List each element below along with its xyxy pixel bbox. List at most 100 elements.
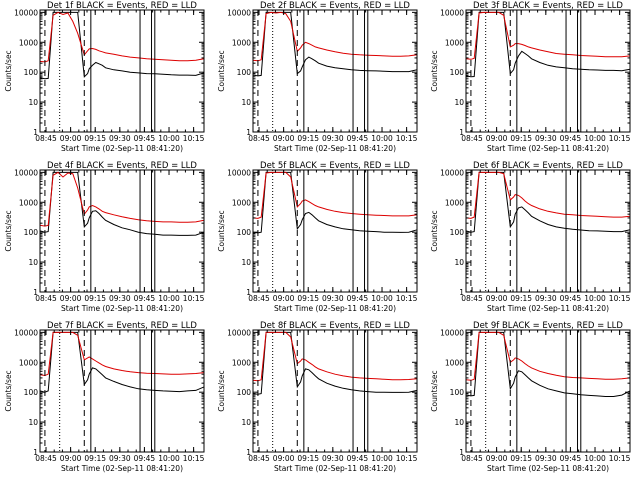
y-tick-label: 10 (454, 258, 464, 267)
x-tick-label: 09:15 (84, 134, 106, 143)
y-axis-label: Counts/sec (430, 210, 439, 251)
plot-panel-1: 1 10 100 1000 10000 08:45 09:00 09:15 09:30 09:45… (4, 1, 205, 153)
x-tick-label: 09:30 (322, 454, 344, 463)
plot-panel-2: 1 10 100 1000 10000 08:45 09:00 09:15 09:30 09:45… (217, 1, 418, 153)
panel-title: Det 5f BLACK = Events, RED = LLD (260, 161, 410, 171)
y-tick-label: 1 (246, 128, 251, 137)
x-tick-label: 09:45 (134, 454, 156, 463)
events-series-line (465, 11, 631, 78)
x-tick-label: 09:15 (84, 454, 106, 463)
x-tick-label: 08:45 (248, 134, 270, 143)
x-tick-label: 09:15 (84, 294, 106, 303)
y-tick-label: 1000 (19, 358, 38, 367)
x-tick-label: 08:45 (461, 134, 483, 143)
events-series-line (252, 11, 418, 77)
y-tick-label: 100 (450, 388, 465, 397)
y-tick-label: 10000 (14, 8, 38, 17)
plot-panel-5: 1 10 100 1000 10000 08:45 09:00 09:15 09:30 09:45… (217, 161, 418, 313)
y-tick-label: 100 (450, 68, 465, 77)
x-tick-label: 09:00 (60, 134, 82, 143)
y-tick-label: 10000 (14, 328, 38, 337)
x-tick-label: 08:45 (461, 454, 483, 463)
x-tick-label: 09:30 (322, 294, 344, 303)
plot-frame (465, 329, 631, 453)
panel-title: Det 9f BLACK = Events, RED = LLD (473, 321, 623, 331)
x-tick-label: 09:30 (322, 134, 344, 143)
x-tick-label: 10:00 (158, 294, 180, 303)
x-tick-label: 09:00 (486, 294, 508, 303)
x-tick-label: 09:15 (297, 294, 319, 303)
y-tick-label: 1 (33, 448, 38, 457)
x-tick-label: 09:45 (347, 134, 369, 143)
lld-series-line (39, 171, 205, 227)
y-tick-label: 10 (241, 98, 251, 107)
y-tick-label: 10000 (14, 168, 38, 177)
x-tick-label: 09:30 (109, 294, 131, 303)
y-tick-label: 1000 (19, 38, 38, 47)
x-axis-label: Start Time (02-Sep-11 08:41:20) (274, 304, 396, 313)
y-axis-label: Counts/sec (4, 370, 13, 411)
y-tick-label: 1 (246, 288, 251, 297)
plot-panel-4: 1 10 100 1000 10000 08:45 09:00 09:15 09:30 09:45… (4, 161, 205, 313)
y-tick-label: 1000 (232, 358, 251, 367)
x-tick-label: 08:45 (35, 134, 57, 143)
x-tick-label: 09:15 (297, 454, 319, 463)
plot-frame (465, 169, 631, 293)
panel-title: Det 7f BLACK = Events, RED = LLD (47, 321, 197, 331)
y-tick-label: 1 (459, 128, 464, 137)
x-tick-label: 09:00 (273, 294, 295, 303)
y-tick-label: 1 (33, 128, 38, 137)
y-tick-label: 10000 (227, 168, 251, 177)
lld-series-line (465, 171, 631, 219)
x-tick-label: 09:00 (273, 134, 295, 143)
y-tick-label: 100 (24, 388, 39, 397)
x-tick-label: 09:15 (510, 454, 532, 463)
y-tick-label: 100 (24, 68, 39, 77)
y-tick-label: 100 (237, 388, 252, 397)
y-tick-label: 1000 (445, 38, 464, 47)
y-tick-label: 10000 (440, 8, 464, 17)
x-tick-label: 09:45 (134, 134, 156, 143)
y-tick-label: 10 (28, 418, 38, 427)
events-series-line (39, 171, 205, 236)
x-tick-label: 10:15 (183, 134, 205, 143)
y-tick-label: 10 (28, 98, 38, 107)
plot-panel-8: 1 10 100 1000 10000 08:45 09:00 09:15 09:30 09:45… (217, 321, 418, 473)
y-axis-label: Counts/sec (4, 210, 13, 251)
y-tick-label: 1000 (232, 198, 251, 207)
x-tick-label: 08:45 (35, 454, 57, 463)
plot-frame (39, 169, 205, 293)
panel-title: Det 1f BLACK = Events, RED = LLD (47, 1, 197, 11)
lld-series-line (252, 331, 418, 382)
events-series-line (39, 331, 205, 393)
x-tick-label: 10:15 (396, 134, 418, 143)
events-series-line (465, 171, 631, 233)
x-tick-label: 09:30 (535, 294, 557, 303)
x-axis-label: Start Time (02-Sep-11 08:41:20) (61, 304, 183, 313)
y-axis-label: Counts/sec (217, 50, 226, 91)
x-tick-label: 10:15 (609, 294, 631, 303)
y-tick-label: 1 (459, 288, 464, 297)
x-tick-label: 09:00 (486, 134, 508, 143)
y-axis-label: Counts/sec (430, 370, 439, 411)
y-tick-label: 100 (24, 228, 39, 237)
panel-title: Det 6f BLACK = Events, RED = LLD (473, 161, 623, 171)
y-axis-label: Counts/sec (430, 50, 439, 91)
y-tick-label: 10 (241, 418, 251, 427)
plot-panel-9: 1 10 100 1000 10000 08:45 09:00 09:15 09:30 09:45… (430, 321, 631, 473)
x-tick-label: 10:15 (183, 454, 205, 463)
x-tick-label: 10:00 (371, 294, 393, 303)
panel-title: Det 8f BLACK = Events, RED = LLD (260, 321, 410, 331)
x-tick-label: 09:30 (109, 454, 131, 463)
x-tick-label: 09:00 (60, 454, 82, 463)
events-series-line (465, 331, 631, 397)
x-tick-label: 09:45 (560, 134, 582, 143)
x-tick-label: 09:15 (297, 134, 319, 143)
y-tick-label: 1 (246, 448, 251, 457)
lld-series-line (465, 331, 631, 381)
x-axis-label: Start Time (02-Sep-11 08:41:20) (274, 464, 396, 473)
y-tick-label: 1 (459, 448, 464, 457)
plot-frame (39, 9, 205, 133)
x-tick-label: 08:45 (461, 294, 483, 303)
